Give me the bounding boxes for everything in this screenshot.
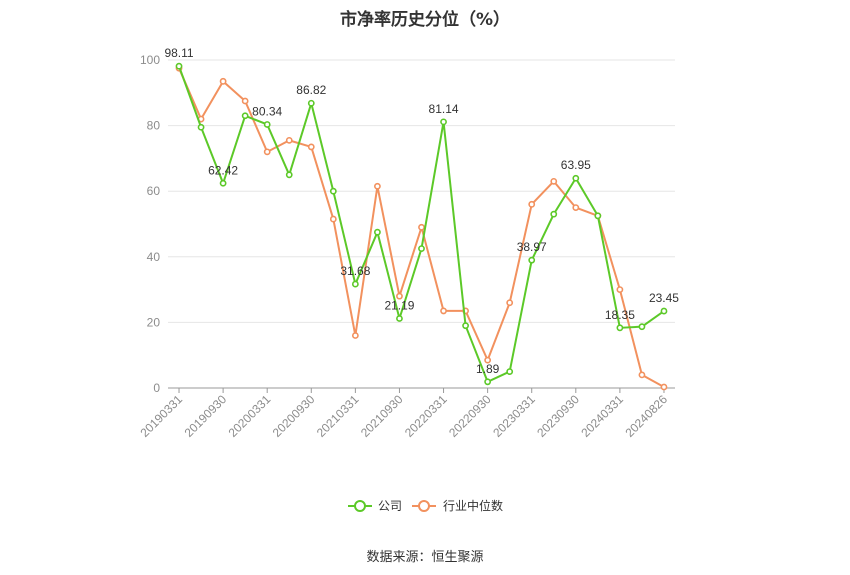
data-point-行业中位数[interactable] bbox=[484, 356, 492, 364]
chart-title: 市净率历史分位（%） bbox=[339, 10, 511, 30]
x-tick-label: 20210930 bbox=[358, 392, 406, 440]
data-point-公司[interactable] bbox=[572, 174, 580, 182]
y-tick-label: 20 bbox=[147, 315, 161, 329]
source-note: 数据来源：恒生聚源 bbox=[366, 550, 484, 565]
data-point-行业中位数[interactable] bbox=[572, 204, 580, 211]
x-tick-label: 20220331 bbox=[402, 392, 450, 440]
data-label: 86.82 bbox=[296, 83, 326, 97]
data-point-行业中位数[interactable] bbox=[219, 77, 227, 85]
legend-label-公司[interactable]: 公司 bbox=[378, 499, 402, 513]
data-point-行业中位数[interactable] bbox=[616, 286, 624, 293]
data-label: 98.11 bbox=[164, 46, 193, 60]
data-label: 63.95 bbox=[561, 158, 591, 172]
data-point-行业中位数[interactable] bbox=[285, 136, 293, 144]
data-point-行业中位数[interactable] bbox=[418, 223, 425, 231]
data-point-行业中位数[interactable] bbox=[374, 182, 381, 190]
y-tick-label: 60 bbox=[147, 184, 161, 198]
data-point-公司[interactable] bbox=[484, 378, 492, 386]
data-point-行业中位数[interactable] bbox=[263, 148, 271, 156]
data-point-行业中位数[interactable] bbox=[638, 371, 646, 379]
x-tick-label: 20200331 bbox=[226, 392, 274, 440]
data-point-行业中位数[interactable] bbox=[550, 177, 558, 185]
x-tick-label: 20240826 bbox=[622, 392, 670, 440]
y-tick-label: 40 bbox=[147, 250, 161, 264]
data-label: 62.42 bbox=[208, 163, 238, 177]
data-point-行业中位数[interactable] bbox=[241, 97, 249, 105]
data-point-公司[interactable] bbox=[351, 280, 359, 288]
x-tick-label: 20190331 bbox=[137, 392, 185, 440]
legend-label-行业中位数[interactable]: 行业中位数 bbox=[443, 498, 503, 513]
x-tick-label: 20230331 bbox=[490, 392, 538, 440]
legend-marker-行业中位数[interactable] bbox=[418, 500, 430, 512]
data-label: 38.97 bbox=[517, 240, 547, 254]
data-label: 31.68 bbox=[340, 264, 370, 278]
data-point-行业中位数[interactable] bbox=[440, 307, 447, 315]
data-point-行业中位数[interactable] bbox=[351, 332, 359, 339]
data-point-公司[interactable] bbox=[263, 121, 271, 128]
data-point-公司[interactable] bbox=[285, 171, 293, 179]
data-point-公司[interactable] bbox=[440, 118, 447, 126]
data-label: 18.35 bbox=[605, 308, 635, 322]
data-label: 21.19 bbox=[384, 298, 414, 312]
data-point-公司[interactable] bbox=[241, 112, 249, 120]
data-point-行业中位数[interactable] bbox=[396, 292, 403, 300]
data-point-行业中位数[interactable] bbox=[528, 200, 536, 208]
y-tick-label: 80 bbox=[147, 119, 161, 133]
data-point-行业中位数[interactable] bbox=[307, 143, 315, 151]
data-point-行业中位数[interactable] bbox=[506, 299, 514, 307]
x-tick-label: 20220930 bbox=[446, 392, 494, 440]
data-label: 23.45 bbox=[649, 291, 679, 305]
data-point-行业中位数[interactable] bbox=[660, 383, 668, 391]
y-tick-label: 100 bbox=[140, 53, 160, 67]
data-point-公司[interactable] bbox=[396, 315, 403, 322]
data-point-公司[interactable] bbox=[329, 187, 337, 195]
data-point-公司[interactable] bbox=[219, 179, 227, 187]
data-point-公司[interactable] bbox=[374, 228, 381, 236]
x-tick-label: 20190930 bbox=[182, 392, 230, 440]
data-label: 80.34 bbox=[252, 104, 282, 118]
data-label: 81.14 bbox=[429, 102, 459, 116]
data-point-公司[interactable] bbox=[594, 212, 602, 220]
data-point-公司[interactable] bbox=[550, 210, 558, 218]
x-tick-label: 20240331 bbox=[578, 392, 626, 440]
data-point-公司[interactable] bbox=[638, 323, 646, 331]
data-point-公司[interactable] bbox=[175, 62, 183, 70]
y-tick-label: 0 bbox=[153, 381, 160, 395]
x-tick-label: 20210331 bbox=[314, 392, 362, 440]
data-point-公司[interactable] bbox=[506, 368, 514, 375]
data-point-行业中位数[interactable] bbox=[329, 215, 337, 223]
x-tick-label: 20200930 bbox=[270, 392, 318, 440]
data-point-公司[interactable] bbox=[462, 322, 469, 330]
x-tick-label: 20230930 bbox=[534, 392, 582, 440]
data-point-公司[interactable] bbox=[660, 307, 668, 315]
data-point-公司[interactable] bbox=[307, 99, 315, 107]
data-point-公司[interactable] bbox=[197, 123, 205, 131]
legend-marker-公司[interactable] bbox=[354, 500, 366, 512]
data-label: 1.89 bbox=[476, 362, 500, 376]
data-point-公司[interactable] bbox=[418, 245, 425, 252]
data-point-公司[interactable] bbox=[616, 324, 624, 332]
data-point-公司[interactable] bbox=[528, 256, 536, 264]
